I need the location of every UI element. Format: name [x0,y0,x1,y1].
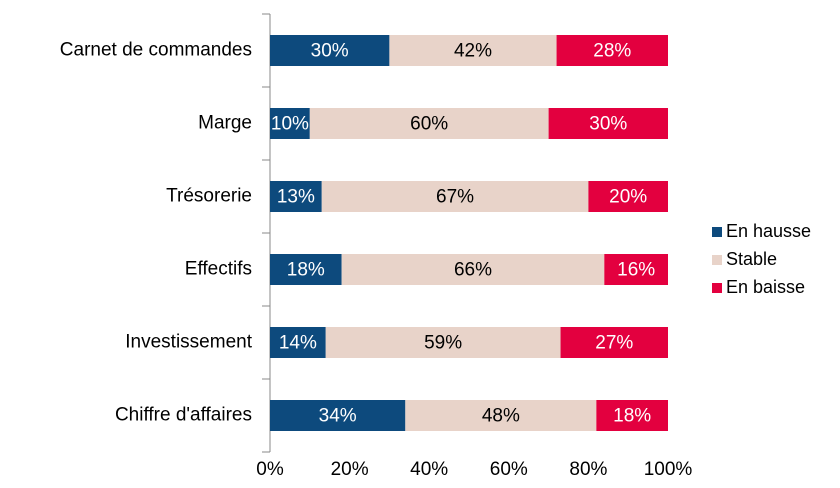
bar-segment [588,181,668,212]
x-tick-label: 0% [256,459,284,480]
data-label: 60% [410,114,448,135]
bar-segment [604,254,668,285]
bar-segment [560,327,668,358]
data-label: 48% [482,406,520,427]
data-label: 27% [595,333,633,354]
y-tick-label: Chiffre d'affaires [115,405,252,426]
x-tick-label: 60% [490,459,528,480]
y-tick-label: Investissement [125,332,252,353]
legend-label: En hausse [726,221,811,241]
bar-segment [309,108,549,139]
data-label: 13% [277,187,315,208]
data-label: 59% [424,333,462,354]
bar-segment [389,35,557,66]
bar-segment [270,108,310,139]
data-label: 66% [454,260,492,281]
bar-segment [341,254,605,285]
data-label: 30% [311,41,349,62]
legend-swatch [712,283,722,293]
data-label: 28% [593,41,631,62]
x-tick-label: 80% [569,459,607,480]
y-tick-label: Carnet de commandes [60,40,252,61]
bar-segment [325,327,561,358]
bar-segment [596,400,668,431]
x-tick-label: 100% [644,459,693,480]
data-label: 18% [287,260,325,281]
data-label: 67% [436,187,474,208]
bar-segment [270,400,406,431]
data-label: 34% [319,406,357,427]
bar-segment [270,35,390,66]
data-label: 16% [617,260,655,281]
bar-segment [321,181,589,212]
data-label: 30% [589,114,627,135]
data-label: 14% [279,333,317,354]
legend-swatch [712,255,722,265]
legend-swatch [712,227,722,237]
x-tick-label: 40% [410,459,448,480]
y-tick-label: Marge [198,113,252,134]
bar-segment [270,181,322,212]
data-label: 42% [454,41,492,62]
data-label: 10% [271,114,309,135]
legend-label: Stable [726,249,777,269]
x-tick-label: 20% [331,459,369,480]
data-label: 20% [609,187,647,208]
bar-segment [548,108,668,139]
data-label: 18% [613,406,651,427]
y-tick-label: Effectifs [185,259,252,280]
legend-label: En baisse [726,277,805,297]
bar-segment [270,327,326,358]
y-tick-label: Trésorerie [166,186,252,207]
bar-segment [270,254,342,285]
bar-segment [405,400,597,431]
bar-segment [556,35,668,66]
